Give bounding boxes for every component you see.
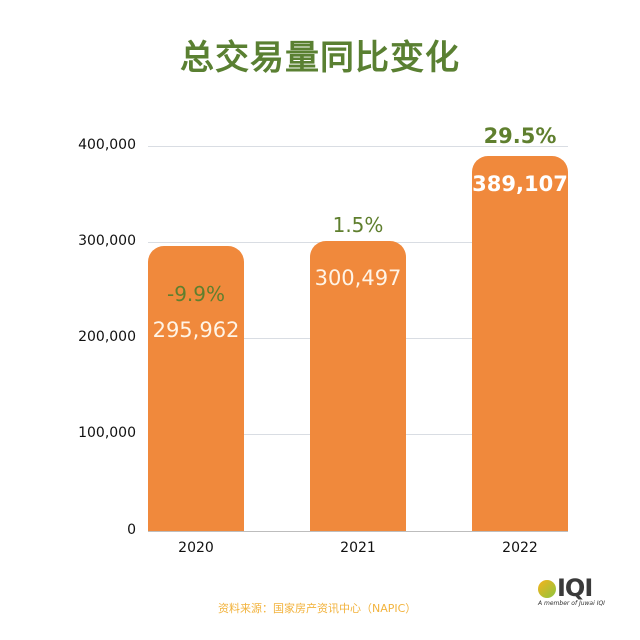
y-tick: 400,000 [78, 137, 136, 153]
pct-label-2020: -9.9% [166, 282, 226, 306]
y-tick: 100,000 [78, 425, 136, 441]
x-tick: 2022 [502, 540, 538, 556]
y-tick: 0 [127, 522, 136, 538]
x-tick: 2020 [178, 540, 214, 556]
bar-2020 [148, 246, 244, 531]
value-label-2021: 300,497 [314, 266, 402, 290]
source-note: 资料来源：国家房产资讯中心（NAPIC） [218, 602, 417, 615]
logo-tagline: A member of Juwai IQI [538, 600, 605, 607]
logo-e-icon [538, 580, 556, 598]
pct-label-2021: 1.5% [332, 213, 384, 237]
bar-2021 [310, 241, 406, 531]
chart-title: 总交易量同比变化 [180, 38, 460, 78]
y-tick: 200,000 [78, 329, 136, 345]
gridline-400000 [148, 146, 568, 147]
value-label-2022: 389,107 [472, 172, 568, 196]
x-tick: 2021 [340, 540, 376, 556]
y-tick: 300,000 [78, 233, 136, 249]
logo-mark-text: IQI [557, 574, 593, 602]
x-axis-line [148, 531, 568, 532]
value-label-2020: 295,962 [152, 318, 240, 342]
pct-label-2022: 29.5% [483, 124, 557, 148]
bar-2022 [472, 156, 568, 531]
iqi-logo: IQI A member of Juwai IQI [538, 574, 608, 607]
